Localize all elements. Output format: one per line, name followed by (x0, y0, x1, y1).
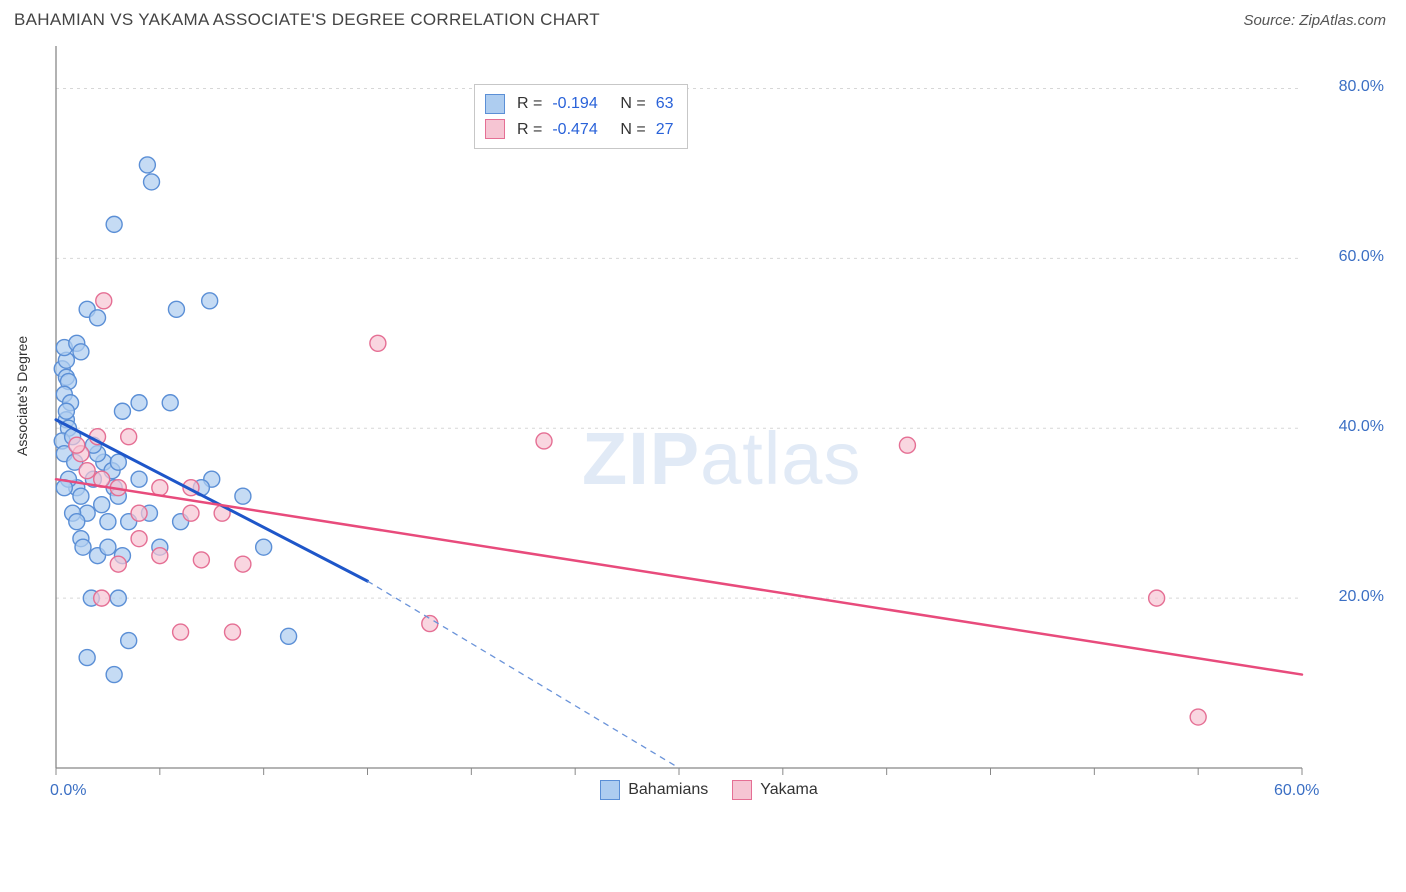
chart-area: Associate's Degree ZIPatlas R =-0.194N =… (22, 36, 1396, 808)
series-legend-item: Yakama (732, 780, 818, 800)
n-label: N = (620, 91, 645, 117)
legend-swatch (485, 119, 505, 139)
scatter-plot (22, 36, 1342, 808)
legend-swatch (485, 94, 505, 114)
series-legend-item: Bahamians (600, 780, 708, 800)
legend-label: Yakama (760, 781, 818, 799)
y-tick-label: 80.0% (1339, 78, 1384, 96)
y-tick-label: 40.0% (1339, 418, 1384, 436)
legend-swatch (600, 780, 620, 800)
r-value: -0.474 (552, 117, 608, 143)
r-label: R = (517, 91, 542, 117)
legend-row: R = -0.194 N = 63 (485, 91, 673, 117)
series-legend: Bahamians Yakama (22, 780, 1396, 800)
n-label: N = (620, 117, 645, 143)
y-tick-label: 60.0% (1339, 248, 1384, 266)
legend-row: R = -0.474 N = 27 (485, 117, 673, 143)
y-tick-label: 20.0% (1339, 588, 1384, 606)
chart-title: BAHAMIAN VS YAKAMA ASSOCIATE'S DEGREE CO… (14, 10, 600, 30)
r-value: -0.194 (552, 91, 608, 117)
legend-label: Bahamians (628, 781, 708, 799)
r-label: R = (517, 117, 542, 143)
y-axis-label: Associate's Degree (14, 336, 30, 456)
correlation-legend: R = -0.194 N = 63 R = -0.474 N = 27 (474, 84, 688, 149)
n-value: 63 (656, 91, 674, 117)
n-value: 27 (656, 117, 674, 143)
source-label: Source: ZipAtlas.com (1243, 12, 1386, 29)
legend-swatch (732, 780, 752, 800)
